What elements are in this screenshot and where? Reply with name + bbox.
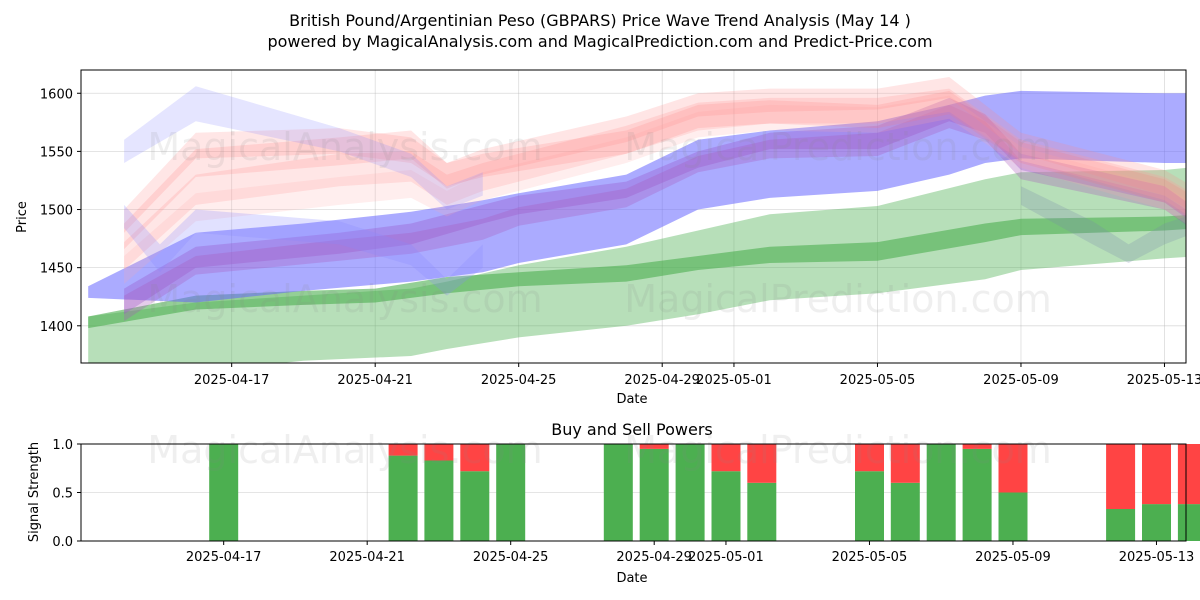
watermark-prediction-bottom: MagicalPrediction.com	[624, 428, 1052, 472]
price-x-axis-label: Date	[616, 392, 647, 407]
buy-bar	[747, 482, 777, 541]
signal-x-tick-label: 2025-05-13	[1119, 550, 1195, 565]
price-series	[88, 77, 1186, 363]
price-y-tick-label: 1400	[40, 320, 73, 335]
buy-bar	[496, 444, 526, 541]
sell-bar	[639, 444, 669, 449]
buy-bar	[1142, 504, 1171, 541]
buy-bar	[926, 444, 956, 541]
price-y-tick-label: 1550	[40, 145, 73, 160]
sell-bar	[962, 444, 992, 449]
price-x-tick-label: 2025-05-13	[1127, 373, 1200, 388]
price-x-tick-label: 2025-04-17	[194, 373, 270, 388]
sell-bar	[424, 444, 454, 461]
signal-y-tick-label: 0.0	[52, 535, 73, 550]
price-y-axis-label: Price	[15, 201, 30, 233]
buy-sell-y-axis-label: Signal Strength	[27, 442, 42, 542]
buy-sell-title: Buy and Sell Powers	[551, 420, 713, 439]
buy-bar	[460, 471, 490, 541]
price-y-tick-label: 1450	[40, 262, 73, 277]
watermark-analysis-middle: MagicalAnalysis.com	[147, 277, 542, 321]
buy-sell-bars	[209, 444, 1200, 541]
sell-bar	[855, 444, 884, 472]
figure-title-line1: British Pound/Argentinian Peso (GBPARS) …	[289, 11, 911, 30]
price-axes: 1400 1450 1500 1550 1600 2025-04-17 2025-04-21…	[40, 87, 1200, 388]
signal-x-tick-label: 2025-04-17	[186, 550, 262, 565]
buy-bar	[209, 444, 239, 541]
buy-bar	[675, 444, 705, 541]
signal-x-tick-label: 2025-05-01	[688, 550, 764, 565]
buy-sell-chart: Buy and Sell Powers MagicalAnalysis.com …	[27, 420, 1200, 586]
signal-x-tick-label: 2025-05-09	[975, 550, 1051, 565]
sell-bar	[460, 444, 490, 472]
buy-sell-x-axis-label: Date	[616, 571, 647, 586]
signal-x-tick-label: 2025-04-29	[616, 550, 692, 565]
buy-bar	[890, 482, 920, 541]
sell-bar	[1106, 444, 1136, 509]
sell-bar	[890, 444, 920, 483]
series-pink-wave-1	[124, 88, 1186, 270]
series-pink-wave-2	[124, 77, 1186, 250]
series-blue-band	[88, 90, 1186, 303]
buy-bar	[855, 471, 884, 541]
buy-bar	[424, 460, 454, 541]
watermark-analysis-top: MagicalAnalysis.com	[147, 125, 542, 169]
price-x-tick-label: 2025-04-21	[337, 373, 413, 388]
buy-bar	[711, 471, 741, 541]
buy-sell-axes: 0.0 0.5 1.0 2025-04-17 2025-04-21 2025-04-25 2…	[52, 438, 1194, 565]
signal-y-tick-label: 1.0	[52, 438, 73, 453]
sell-bar	[1177, 444, 1200, 505]
signal-y-tick-label: 0.5	[52, 487, 73, 502]
watermark-prediction-middle: MagicalPrediction.com	[624, 277, 1052, 321]
price-x-tick-label: 2025-05-01	[696, 373, 772, 388]
sell-bar	[747, 444, 777, 483]
price-y-tick-label: 1600	[40, 87, 73, 102]
sell-bar	[998, 444, 1028, 493]
buy-bar	[998, 492, 1028, 541]
series-light-blue-lower-band	[124, 204, 483, 296]
figure-title-line2: powered by MagicalAnalysis.com and Magic…	[267, 32, 932, 51]
price-wave-chart: MagicalAnalysis.com MagicalPrediction.co…	[15, 69, 1200, 407]
buy-bar	[388, 455, 418, 541]
price-y-tick-label: 1500	[40, 204, 73, 219]
series-gray-blue-tail	[1021, 186, 1186, 263]
buy-bar	[962, 448, 992, 541]
buy-bar	[603, 444, 633, 541]
series-light-blue-upper-band	[124, 86, 483, 210]
buy-sell-watermarks: MagicalAnalysis.com MagicalPrediction.co…	[147, 428, 1051, 472]
price-plot-frame	[80, 69, 1187, 364]
price-x-tick-label: 2025-05-09	[983, 373, 1059, 388]
price-x-tick-label: 2025-04-29	[624, 373, 700, 388]
series-green-narrow-band	[88, 215, 1186, 329]
watermark-analysis-bottom: MagicalAnalysis.com	[147, 428, 542, 472]
series-pink-wave-3	[124, 95, 1186, 284]
price-x-tick-label: 2025-05-05	[840, 373, 916, 388]
sell-bar	[711, 444, 741, 472]
watermark-prediction-top: MagicalPrediction.com	[624, 125, 1052, 169]
price-watermarks: MagicalAnalysis.com MagicalPrediction.co…	[147, 125, 1051, 321]
signal-x-tick-label: 2025-04-21	[329, 550, 405, 565]
signal-x-tick-label: 2025-05-05	[832, 550, 908, 565]
buy-bar	[1106, 509, 1136, 541]
buy-bar	[639, 448, 669, 541]
price-x-tick-label: 2025-04-25	[481, 373, 557, 388]
signal-x-tick-label: 2025-04-25	[473, 550, 549, 565]
buy-bar	[1177, 504, 1200, 541]
sell-bar	[388, 444, 418, 456]
sell-bar	[1142, 444, 1171, 505]
